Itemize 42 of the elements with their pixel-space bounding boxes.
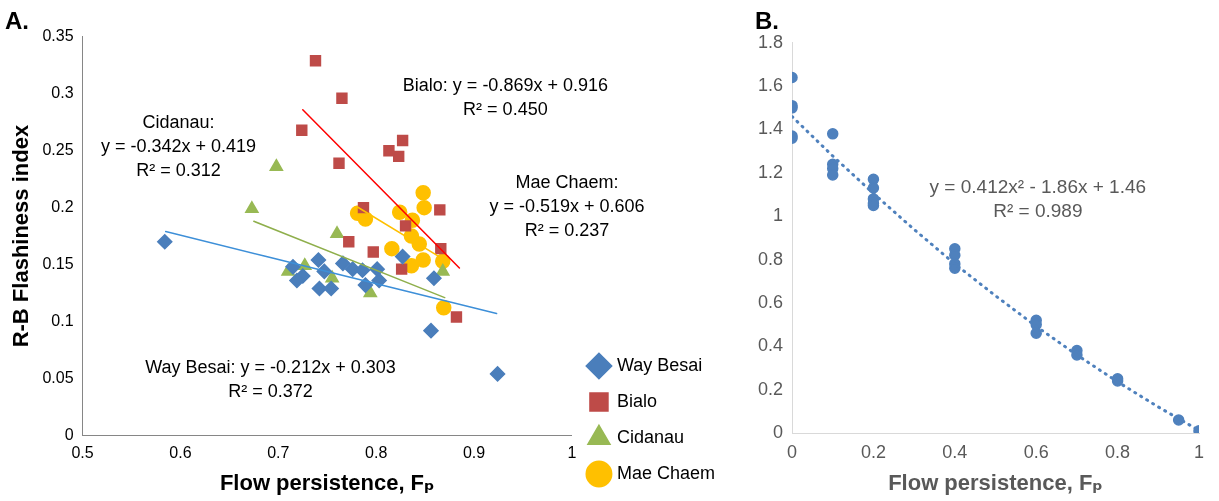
y-tick-label: 0.2 (51, 198, 74, 216)
x-tick-label: 0.9 (462, 444, 486, 462)
y-tick-label: 0 (773, 421, 784, 442)
y-tick-label: 1.6 (757, 75, 784, 96)
y-tick-label: 0.05 (42, 368, 74, 386)
annotation: Mae Chaem: y = -0.519x + 0.606 R² = 0.237 (489, 171, 645, 240)
y-tick-label: 0.35 (42, 27, 74, 45)
y-tick-label: 0.1 (51, 311, 74, 329)
chart-title: A. (5, 7, 29, 35)
y-tick-label: 0.4 (757, 335, 784, 356)
x-tick-label: 0.6 (169, 444, 192, 462)
x-tick-label: 0.8 (365, 444, 388, 462)
legend-label: Bialo (616, 390, 657, 411)
y-axis-title: R-B Flashiness index (8, 124, 34, 348)
y-tick-label: 1 (773, 205, 784, 226)
x-tick-label: 0.6 (1023, 441, 1049, 462)
y-tick-label: 0.25 (42, 141, 74, 159)
x-tick-label: 1 (567, 444, 577, 462)
y-tick-label: 0 (64, 425, 74, 443)
x-tick-label: 0.8 (1105, 441, 1131, 462)
annotation: Way Besai: y = -0.212x + 0.303 R² = 0.372 (145, 357, 396, 402)
legend-label: Way Besai (616, 354, 703, 375)
y-tick-label: 0.15 (42, 254, 74, 272)
x-axis-title: Flow persistence, Fₚ (219, 469, 435, 495)
y-tick-label: 0.2 (757, 378, 784, 399)
x-tick-label: 0.5 (71, 444, 94, 462)
x-tick-label: 0.7 (267, 444, 290, 462)
y-tick-label: 0.3 (51, 84, 74, 102)
x-tick-label: 0.2 (860, 441, 886, 462)
y-tick-label: 0.8 (757, 248, 784, 269)
y-tick-label: 1.2 (757, 161, 784, 182)
x-tick-label: 0.4 (942, 441, 968, 462)
x-tick-label: 1 (1193, 441, 1205, 462)
legend-label: Cidanau (616, 426, 685, 447)
y-tick-label: 0.6 (757, 291, 784, 312)
annotation: Cidanau: y = -0.342x + 0.419 R² = 0.312 (100, 112, 257, 181)
x-tick-label: 0 (787, 441, 798, 462)
annotation: Bialo: y = -0.869x + 0.916 R² = 0.450 (402, 74, 608, 119)
legend-label: Mae Chaem (616, 462, 715, 483)
y-tick-label: 1.4 (757, 118, 784, 139)
annotation: y = 0.412x² - 1.86x + 1.46 R² = 0.989 (929, 176, 1147, 222)
x-axis-title: Flow persistence, Fₚ (888, 469, 1103, 495)
